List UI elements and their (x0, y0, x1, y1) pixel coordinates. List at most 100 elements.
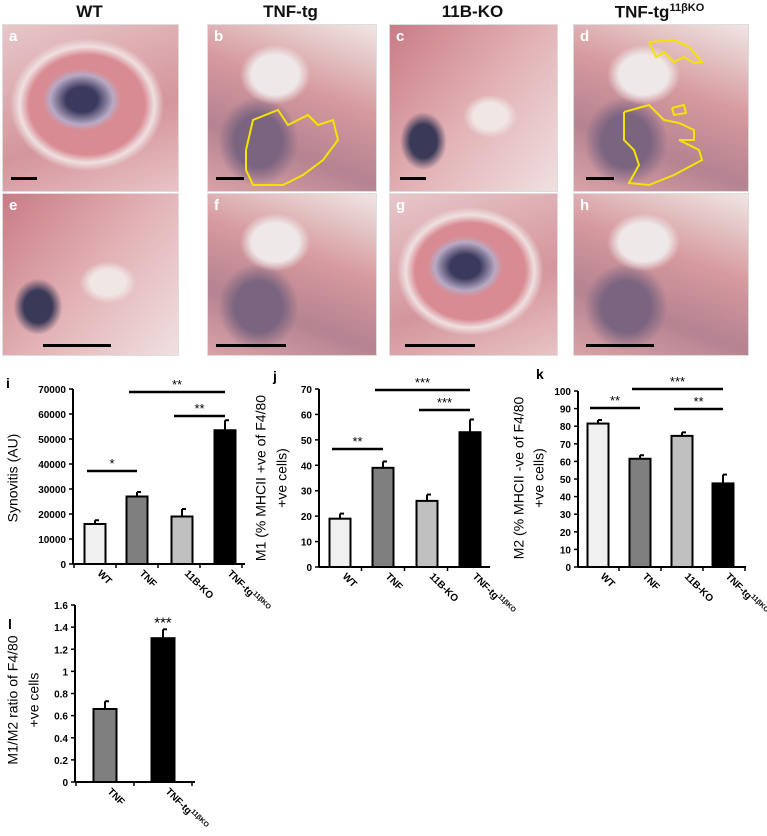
synovitis-outline (623, 38, 704, 187)
x-tick-label: TNF (105, 786, 127, 808)
bar-11b-ko (170, 515, 194, 565)
y-axis-label: Synovitis (AU) (5, 434, 21, 523)
panel-label: b (214, 28, 224, 45)
x-tick-label: TNF (640, 571, 662, 593)
y-tick-label: 0 (306, 563, 312, 574)
bar-tnf (125, 495, 149, 565)
significance-stars: *** (415, 375, 430, 390)
panel-label: a (9, 28, 18, 45)
y-tick-label: 90 (560, 405, 572, 416)
y-tick-label: 0 (565, 563, 571, 574)
y-tick-label: 1.6 (54, 601, 68, 612)
column-title-tnf-tg: TNF-tg (263, 2, 318, 21)
y-tick-label: 70 (560, 440, 572, 451)
bar-tnf (92, 707, 118, 783)
bar-tnf-tg-11bko (711, 482, 735, 568)
bar-wt (328, 517, 352, 569)
y-axis-label: M2 (% MHCII -ve of F4/80 (511, 396, 527, 559)
x-tick-label: 11B-KO (427, 571, 460, 604)
synovitis-outline (245, 108, 340, 186)
y-axis-label: M1/M2 ratio of F4/80 (5, 635, 21, 764)
y-tick-label: 10 (560, 545, 572, 556)
panel-label-l: l (8, 616, 12, 632)
y-axis-label: M1 (% MHCII +ve of F4/80 (253, 395, 269, 561)
panel-label-k: k (536, 366, 544, 382)
scale-bar (405, 344, 475, 347)
histology-panel-a: a (2, 24, 179, 192)
y-tick-label: 20 (560, 528, 572, 539)
histology-panel-e: e (2, 193, 179, 356)
scale-bar (216, 344, 286, 347)
histology-panel-h: h (573, 193, 749, 356)
panel-label-i: i (6, 375, 10, 391)
column-title-tnf-tg-11bko: TNF-tg11βKO (614, 2, 705, 22)
y-tick-label: 10000 (38, 535, 66, 546)
y-tick-label: 100 (554, 387, 571, 398)
x-tick-label: WT (340, 571, 359, 590)
scale-bar (586, 344, 654, 347)
panel-label-j: j (273, 368, 277, 384)
bar-tnf-tg-11bko (213, 429, 237, 565)
scale-bar (400, 177, 426, 180)
significance-stars: * (109, 456, 114, 471)
x-tick-label: TNF-tg11βKO (723, 571, 767, 618)
panel-label: d (580, 28, 590, 45)
bar-tnf-tg-11bko (458, 431, 482, 568)
histology-panel-b: b (207, 24, 377, 192)
significance-stars: *** (670, 374, 685, 389)
x-tick-label: WT (598, 571, 617, 590)
y-tick-label: 20000 (38, 510, 66, 521)
y-tick-label: 40 (560, 493, 572, 504)
x-tick-label: TNF (137, 568, 159, 590)
column-title-wt: WT (76, 2, 103, 21)
y-axis-label: +ve cells) (274, 448, 290, 508)
y-tick-label: 10 (301, 538, 313, 549)
histology-panel-c: c (389, 24, 558, 192)
y-axis-label: +ve cells) (531, 448, 547, 508)
y-tick-label: 80 (560, 422, 572, 433)
y-tick-label: 50000 (38, 435, 66, 446)
panel-label: c (396, 28, 405, 45)
y-tick-label: 60 (301, 410, 313, 421)
x-tick-label: WT (95, 568, 114, 587)
histology-panel-f: f (207, 193, 377, 356)
bar-tnf (628, 457, 652, 569)
y-axis-label: +ve cells (26, 673, 42, 728)
bar-11b-ko (670, 434, 694, 568)
y-tick-label: 0.6 (54, 712, 68, 723)
scale-bar (586, 177, 614, 180)
column-title-11b-ko: 11B-KO (441, 2, 504, 21)
bar-tnf (371, 466, 395, 569)
x-tick-label: TNF-tg11βKO (225, 568, 272, 615)
bar-wt (83, 523, 107, 565)
y-tick-label: 30 (301, 487, 313, 498)
y-tick-label: 40000 (38, 460, 66, 471)
significance-stars: *** (437, 395, 452, 410)
x-tick-label: TNF-tg11βKO (470, 571, 517, 618)
significance-stars: ** (194, 401, 204, 416)
y-tick-label: 1 (62, 667, 68, 678)
y-tick-label: 1.4 (54, 623, 68, 634)
chart-i: 0 10000 20000 30000 40000 50000 60000 70000 WT TN… (5, 377, 273, 615)
y-tick-label: 70 (301, 385, 313, 396)
significance-stars: ** (172, 377, 182, 392)
significance-stars: ** (693, 394, 703, 409)
y-tick-label: 70000 (38, 385, 66, 396)
y-tick-label: 50 (560, 475, 572, 486)
y-tick-label: 0.8 (54, 690, 68, 701)
x-tick-label: TNF-tg11βKO (163, 786, 210, 833)
histology-panel-d: d (573, 24, 749, 192)
x-tick-label-superscript: 11βKO (749, 593, 767, 614)
y-tick-label: 50 (301, 436, 313, 447)
x-tick-label: 11B-KO (682, 571, 715, 604)
chart-k: 0 10 20 30 40 50 60 70 80 90 100 WT TNF 11B-KO TNF-tg1… (511, 374, 767, 618)
x-tick-label-superscript: 11βKO (496, 593, 517, 614)
y-tick-label: 60 (560, 457, 572, 468)
y-tick-label: 0.4 (54, 734, 68, 745)
panel-label: h (580, 197, 590, 214)
bar-tnf-tg-11bko (150, 637, 176, 783)
panel-label: f (214, 197, 219, 214)
panel-label: g (396, 197, 406, 214)
y-tick-label: 60000 (38, 410, 66, 421)
